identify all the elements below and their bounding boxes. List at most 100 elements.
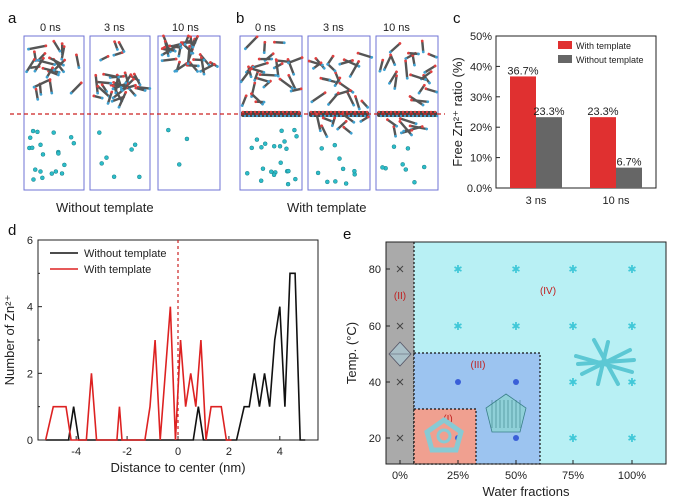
region-label-ii: (II) (394, 291, 406, 302)
series-line-0 (45, 272, 306, 441)
template-atom (355, 114, 359, 118)
template-atom (383, 114, 387, 118)
molecule (117, 90, 128, 109)
template-atom (259, 114, 263, 118)
template-atom (255, 114, 259, 118)
molecule (243, 35, 259, 51)
template-atom (349, 110, 353, 114)
nanorod (576, 358, 636, 366)
star-marker: ✱ (568, 321, 577, 333)
molecule (404, 59, 409, 80)
molecule (239, 68, 252, 84)
zn-ion (49, 171, 55, 176)
x-tick-label: 75% (562, 470, 584, 482)
molecule (411, 54, 416, 67)
cross-marker (396, 322, 404, 330)
template-atom (335, 114, 339, 118)
y-tick-label: 30% (470, 92, 492, 104)
zn-ion (31, 177, 36, 182)
panel-b-time-2: 10 ns (383, 22, 410, 34)
molecule (342, 58, 361, 68)
template-atom (263, 114, 267, 118)
molecule (33, 56, 45, 73)
template-atom (261, 110, 265, 114)
template-atom (397, 110, 401, 114)
zn-ion (33, 167, 38, 172)
molecule (69, 81, 83, 95)
molecule (417, 83, 426, 95)
molecule (191, 34, 199, 49)
star-marker: ✱ (627, 321, 636, 333)
template-atom (279, 114, 283, 118)
molecule (75, 53, 81, 70)
y-tick-label: 2 (27, 368, 33, 380)
molecule (278, 77, 294, 90)
zn-ion (380, 165, 385, 170)
nanorod-bundle-illustration (574, 338, 636, 386)
legend: With template Without template (558, 41, 644, 65)
zn-ion (405, 146, 411, 151)
panel-b-time-0: 0 ns (255, 22, 276, 34)
y-tick-label: 0.0% (467, 183, 492, 195)
molecule (102, 72, 121, 79)
template-atom (269, 110, 273, 114)
region-label-i: (I) (443, 414, 452, 425)
zn-ion (29, 145, 35, 151)
zn-ion (400, 162, 405, 167)
region-label-iii: (III) (471, 360, 486, 371)
y-tick-label: 20 (369, 433, 381, 445)
template-atom (419, 114, 423, 118)
phase-diagram-e: ✱ ✱ ✱ ✱ ✱ ✱ ✱ ✱ ✱ ✱ ✱ ✱ (II) (III) (I) (IV) 0% 25% 50% 75% 1… (344, 241, 667, 499)
template-atom (357, 110, 361, 114)
template-atom (337, 110, 341, 114)
molecule (34, 87, 40, 101)
legend: Without template With template (50, 248, 167, 276)
molecule (257, 57, 274, 61)
molecule (320, 124, 329, 139)
zn-ion (286, 168, 291, 174)
molecule (160, 57, 178, 63)
template-atom (377, 110, 381, 114)
legend-label: With template (576, 41, 631, 51)
template-atom (389, 110, 393, 114)
template-atom (339, 114, 343, 118)
zn-ion (166, 127, 171, 133)
molecule (112, 51, 124, 57)
zn-ion (38, 142, 43, 148)
zn-ion (258, 178, 264, 183)
template-atom (433, 110, 437, 114)
y-tick-label: 10% (470, 153, 492, 165)
molecule (409, 73, 427, 81)
template-atom (411, 114, 415, 118)
molecule (360, 99, 370, 109)
template-atom (353, 110, 357, 114)
template-atom (413, 110, 417, 114)
legend-label: Without template (84, 248, 167, 260)
template-atom (403, 114, 407, 118)
template-atom (331, 114, 335, 118)
zn-ion (279, 128, 284, 134)
zn-ion (292, 127, 297, 133)
molecule (359, 115, 370, 123)
line-chart-d: 0 2 4 6 -4 -2 0 2 4 Without template With template… (2, 235, 319, 475)
template-atom (287, 114, 291, 118)
molecule (423, 64, 437, 74)
zn-ion (132, 142, 138, 147)
molecule (342, 125, 353, 135)
zn-ion (315, 170, 321, 176)
zn-ion (129, 147, 134, 152)
template-atom (273, 110, 277, 114)
x-tick-label: 50% (505, 470, 527, 482)
zn-ion (184, 136, 190, 142)
template-atom (299, 114, 303, 118)
zn-ion (403, 167, 409, 172)
panel-b-caption: With template (287, 200, 367, 215)
template-atom (317, 110, 321, 114)
template-atom (253, 110, 257, 114)
template-atom (321, 110, 325, 114)
molecule (424, 87, 439, 94)
template-atom (351, 114, 355, 118)
molecule (427, 52, 438, 59)
template-atom (417, 110, 421, 114)
zn-ion (285, 181, 291, 187)
